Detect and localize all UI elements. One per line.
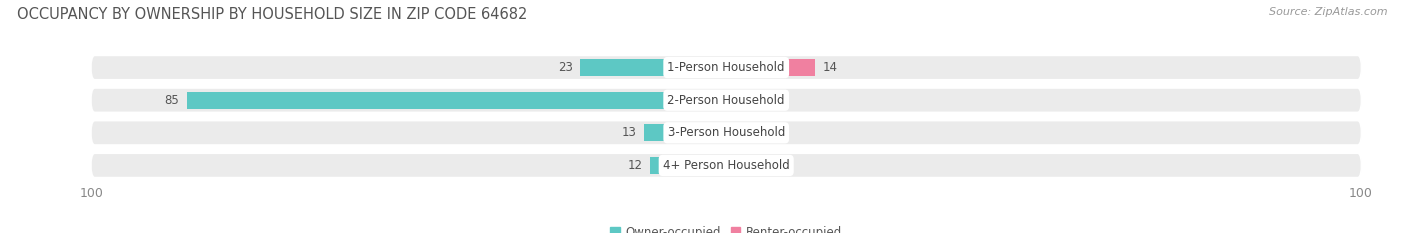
Text: 1: 1 [740, 126, 748, 139]
Text: 2-Person Household: 2-Person Household [668, 94, 785, 107]
Text: 14: 14 [823, 61, 838, 74]
Text: 3-Person Household: 3-Person Household [668, 126, 785, 139]
FancyBboxPatch shape [91, 89, 1361, 112]
Text: OCCUPANCY BY OWNERSHIP BY HOUSEHOLD SIZE IN ZIP CODE 64682: OCCUPANCY BY OWNERSHIP BY HOUSEHOLD SIZE… [17, 7, 527, 22]
Bar [725, 124, 733, 141]
Text: 12: 12 [627, 159, 643, 172]
Text: 1-Person Household: 1-Person Household [668, 61, 785, 74]
Bar [650, 157, 725, 174]
Bar [187, 92, 725, 109]
Bar [725, 92, 752, 109]
Text: 23: 23 [558, 61, 572, 74]
Bar [581, 59, 725, 76]
Bar [725, 59, 815, 76]
Legend: Owner-occupied, Renter-occupied: Owner-occupied, Renter-occupied [606, 221, 846, 233]
Text: Source: ZipAtlas.com: Source: ZipAtlas.com [1270, 7, 1388, 17]
FancyBboxPatch shape [91, 121, 1361, 144]
Text: 4+ Person Household: 4+ Person Household [662, 159, 790, 172]
Text: 13: 13 [621, 126, 636, 139]
Text: 0: 0 [734, 159, 741, 172]
FancyBboxPatch shape [91, 154, 1361, 177]
Bar [644, 124, 725, 141]
Text: 4: 4 [759, 94, 766, 107]
Text: 85: 85 [165, 94, 179, 107]
FancyBboxPatch shape [91, 56, 1361, 79]
